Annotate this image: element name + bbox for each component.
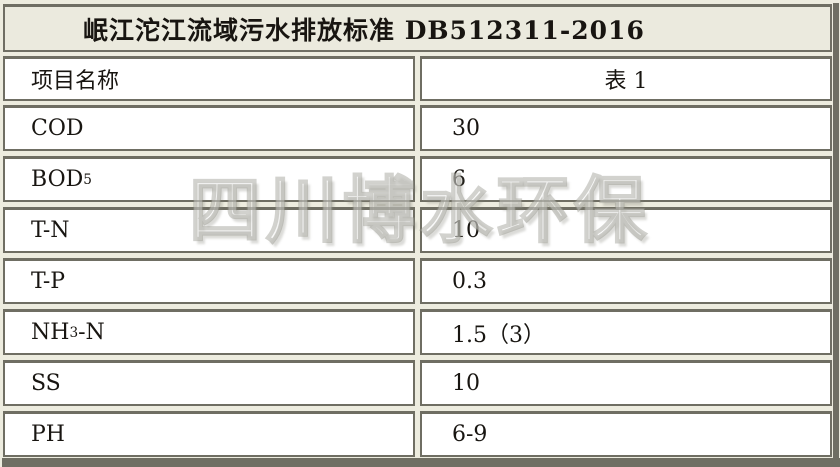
- param-suffix: -N: [78, 320, 105, 345]
- table-row: SS 10: [3, 360, 832, 406]
- param-label: NH: [31, 320, 70, 345]
- param-label: COD: [31, 116, 84, 141]
- param-cell: SS: [3, 360, 415, 406]
- param-label: PH: [31, 422, 65, 447]
- param-label: T-N: [31, 218, 70, 243]
- table-row: BOD 5 6: [3, 156, 832, 202]
- value-cell: 10: [420, 360, 832, 406]
- value-cell: 6-9: [420, 411, 832, 457]
- param-cell: T-P: [3, 258, 415, 304]
- param-label: T-P: [31, 269, 66, 294]
- table-row: PH 6-9: [3, 411, 832, 457]
- value-cell: 30: [420, 105, 832, 151]
- param-label: BOD: [31, 167, 84, 192]
- table-row: T-P 0.3: [3, 258, 832, 304]
- table-title: 岷江沱江流域污水排放标准 DB512311-2016: [3, 4, 832, 52]
- param-cell: NH 3 -N: [3, 309, 415, 355]
- param-cell: PH: [3, 411, 415, 457]
- value-cell: 10: [420, 207, 832, 253]
- bottom-border-band: [2, 458, 840, 467]
- value-cell: 1.5（3）: [420, 309, 832, 355]
- table-title-row: 岷江沱江流域污水排放标准 DB512311-2016: [3, 4, 832, 52]
- table: 岷江沱江流域污水排放标准 DB512311-2016 项目名称 表 1 COD …: [3, 4, 832, 457]
- param-cell: BOD 5: [3, 156, 415, 202]
- column-header-parameter: 项目名称: [3, 56, 415, 101]
- param-label: SS: [31, 371, 61, 396]
- column-header-table1: 表 1: [420, 56, 832, 101]
- value-cell: 0.3: [420, 258, 832, 304]
- right-border-band: [833, 3, 839, 459]
- table-row: T-N 10: [3, 207, 832, 253]
- param-cell: T-N: [3, 207, 415, 253]
- value-cell: 6: [420, 156, 832, 202]
- table-row: COD 30: [3, 105, 832, 151]
- table-header-row: 项目名称 表 1: [3, 56, 832, 101]
- table-row: NH 3 -N 1.5（3）: [3, 309, 832, 355]
- param-cell: COD: [3, 105, 415, 151]
